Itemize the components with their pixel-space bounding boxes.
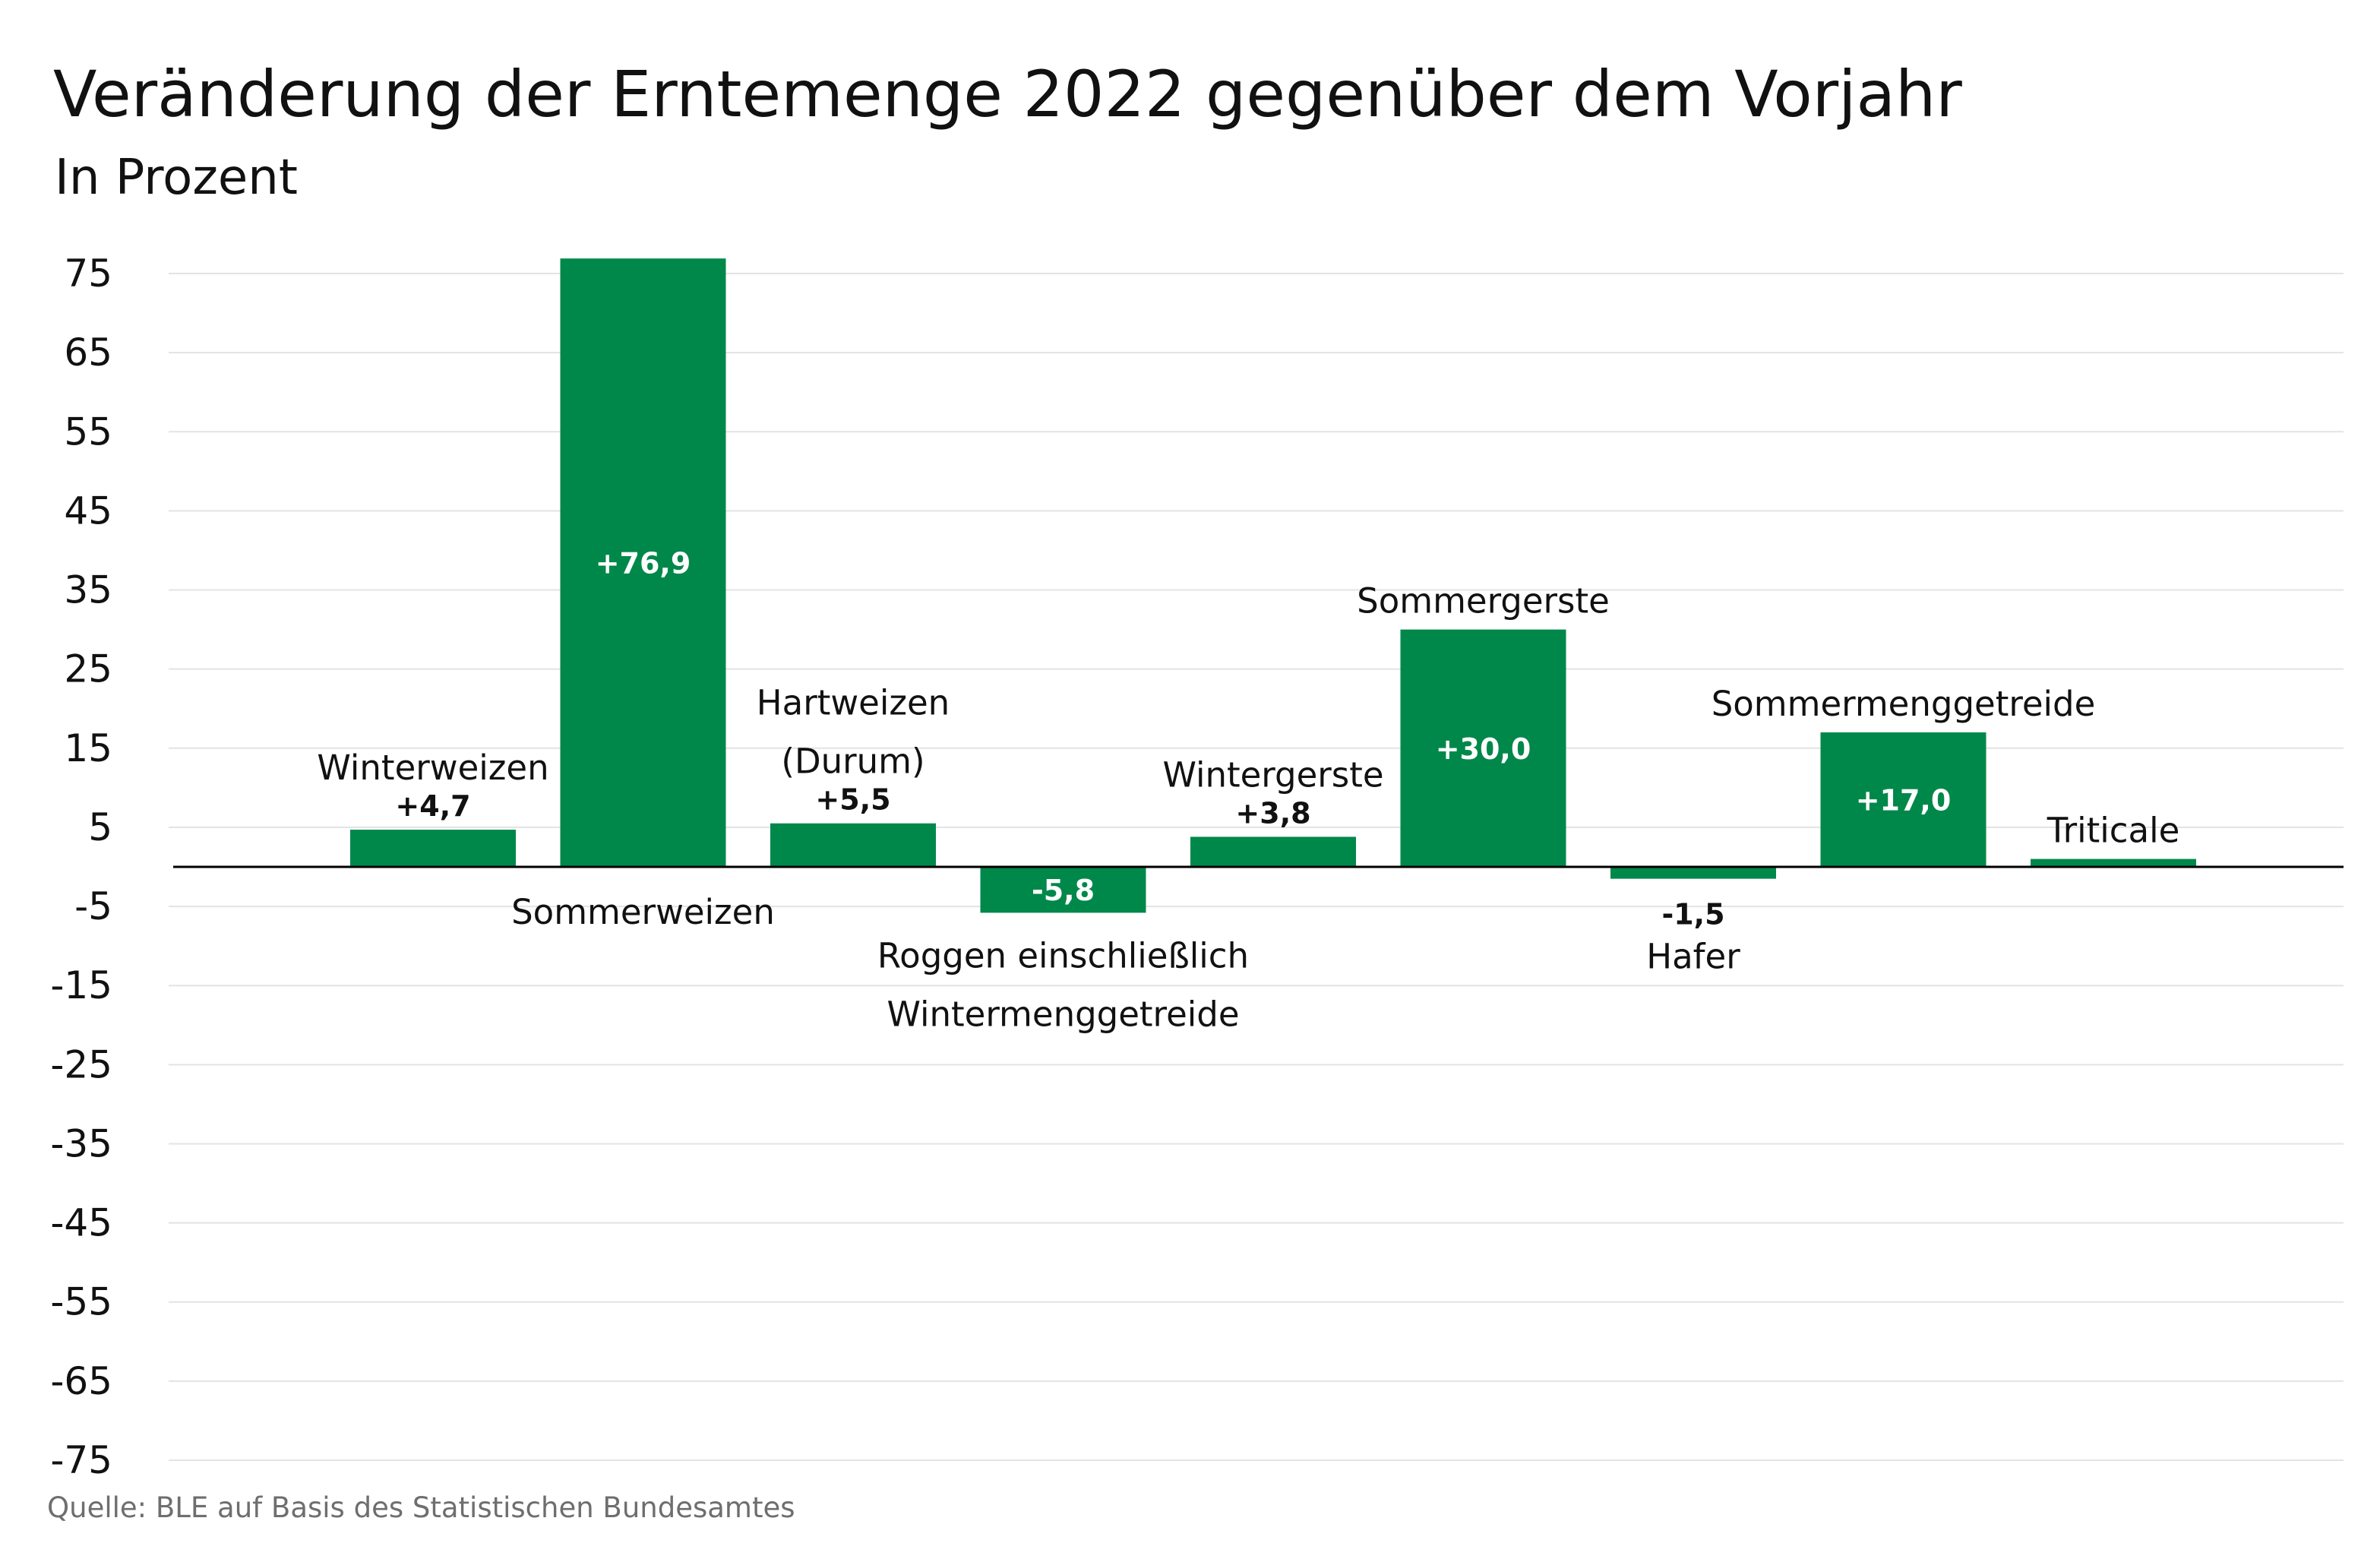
category-label: Wintermenggetreide xyxy=(887,994,1239,1034)
gridlines xyxy=(169,273,2344,1461)
category-label: Triticale xyxy=(2047,811,2180,851)
bar-value-label: +30,0 xyxy=(1436,732,1531,766)
bars xyxy=(350,258,2196,913)
category-label: Winterweizen xyxy=(317,748,548,788)
bar-value-label: -5,8 xyxy=(1032,874,1095,907)
source-note: Quelle: BLE auf Basis des Statistischen … xyxy=(47,1491,795,1524)
y-tick-label: -45 xyxy=(50,1201,112,1245)
category-label: Sommergerste xyxy=(1357,581,1610,621)
y-tick-label: 55 xyxy=(64,410,112,454)
y-tick-label: 45 xyxy=(64,489,112,533)
y-tick-label: 15 xyxy=(64,726,112,770)
bar xyxy=(2031,859,2196,867)
bar xyxy=(1820,732,1986,867)
y-tick-label: -5 xyxy=(74,884,112,928)
bar-value-label: -1,5 xyxy=(1661,898,1724,931)
bar xyxy=(1610,867,1776,879)
y-tick-label: 75 xyxy=(64,251,112,296)
y-tick-label: -25 xyxy=(50,1042,112,1086)
y-tick-label: -75 xyxy=(50,1438,112,1482)
bar xyxy=(770,823,936,867)
bar xyxy=(560,258,726,867)
y-tick-label: -35 xyxy=(50,1121,112,1165)
y-tick-label: 65 xyxy=(64,330,112,375)
category-label: Sommerweizen xyxy=(511,892,775,932)
bar-value-label: +4,7 xyxy=(395,789,470,823)
bar xyxy=(1190,836,1356,867)
bar-value-label: +5,5 xyxy=(815,783,890,817)
category-label: Hafer xyxy=(1646,937,1740,977)
bar-value-label: +17,0 xyxy=(1856,783,1952,817)
bar xyxy=(980,867,1146,913)
chart-subtitle: In Prozent xyxy=(55,150,298,206)
category-label: Hartweizen xyxy=(757,683,950,723)
bar xyxy=(350,830,516,867)
y-tick-label: 5 xyxy=(88,805,112,849)
y-tick-label: 25 xyxy=(64,647,112,691)
y-tick-label: -55 xyxy=(50,1280,112,1324)
y-tick-label: 35 xyxy=(64,568,112,612)
y-tick-label: -65 xyxy=(50,1359,112,1403)
bar-value-label: +76,9 xyxy=(596,547,691,580)
category-label: Wintergerste xyxy=(1162,754,1383,795)
chart-title: Veränderung der Erntemenge 2022 gegenübe… xyxy=(53,57,1962,131)
category-label: Roggen einschließlich xyxy=(877,935,1249,976)
bar xyxy=(1400,629,1566,867)
y-axis-ticks: 75 65 55 45 35 25 15 5 -5 -15 -25 -35 -45 -55 -65 -75 xyxy=(50,251,112,1482)
bar-value-label: +3,8 xyxy=(1235,796,1310,830)
category-label: Sommermenggetreide xyxy=(1712,684,2096,724)
y-tick-label: -15 xyxy=(50,963,112,1007)
category-label: (Durum) xyxy=(781,742,925,782)
